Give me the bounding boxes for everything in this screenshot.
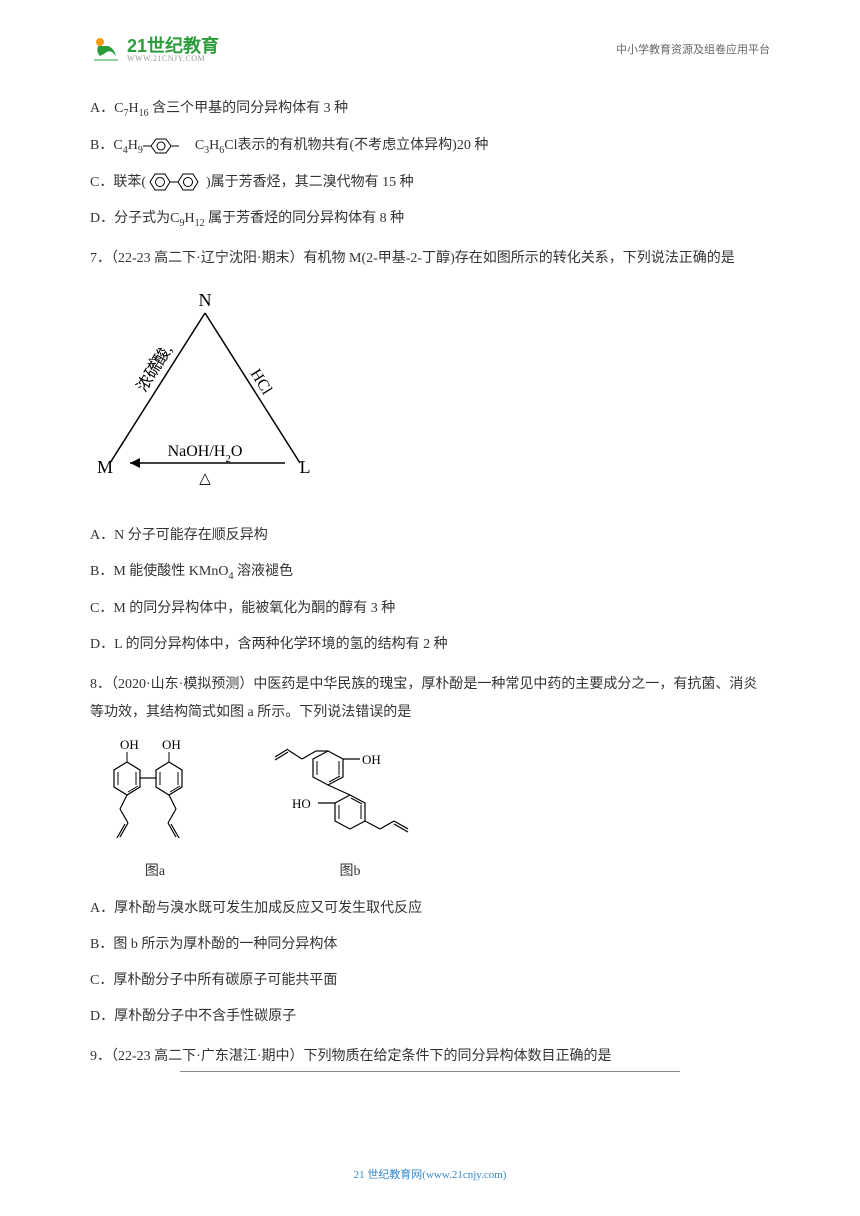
q-source: （22-23 高二下·广东湛江·期中）	[111, 1049, 304, 1064]
q8-option-b: B．图 b 所示为厚朴酚的一种同分异构体	[90, 931, 770, 959]
q-number: 8．	[90, 677, 111, 692]
option-pre: 分子式为	[114, 211, 170, 226]
option-pre: 联苯(	[113, 175, 146, 190]
formula-cl: Cl	[224, 138, 237, 153]
q7-option-b: B．M 能使酸性 KMnO4 溶液褪色	[90, 558, 770, 587]
option-text: 图 b 所示为厚朴酚的一种同分异构体	[113, 937, 337, 952]
option-label: A．	[90, 901, 114, 916]
header-right-text: 中小学教育资源及组卷应用平台	[616, 40, 770, 61]
q9-stem: 9．（22-23 高二下·广东湛江·期中）下列物质在给定条件下的同分异构体数目正…	[90, 1043, 770, 1071]
q7-option-d: D．L 的同分异构体中，含两种化学环境的氢的结构有 2 种	[90, 631, 770, 659]
q6-option-b: B．C4H9C3H6Cl表示的有机物共有(不考虑立体异构)20 种	[90, 132, 770, 161]
option-post: 溶液褪色	[237, 564, 293, 579]
option-pre: M 能使酸性	[113, 564, 185, 579]
logo-icon	[90, 34, 122, 66]
svg-text:OH: OH	[120, 737, 139, 752]
benzene-icon	[143, 136, 195, 156]
option-text: M 的同分异构体中，能被氧化为酮的醇有 3 种	[113, 601, 395, 616]
option-label: C．	[90, 601, 113, 616]
formula-sub: 4	[228, 571, 233, 582]
svg-text:OH: OH	[162, 737, 181, 752]
logo-text: 21世纪教育 WWW.21CNJY.COM	[127, 37, 219, 63]
biphenyl-icon	[146, 171, 206, 193]
option-label: D．	[90, 211, 114, 226]
q-number: 7．	[90, 251, 111, 266]
q6-option-c: C．联苯( )属于芳香烃，其二溴代物有 15 种	[90, 169, 770, 197]
formula-suffix-h: H	[209, 138, 219, 153]
molecule-b-caption: 图b	[340, 859, 361, 886]
formula-sub: 12	[195, 217, 205, 228]
molecule-a: OH OH	[90, 737, 220, 886]
formula-sub: 16	[139, 108, 149, 119]
page-header: 21世纪教育 WWW.21CNJY.COM 中小学教育资源及组卷应用平台	[90, 30, 770, 70]
option-text: 厚朴酚分子中所有碳原子可能共平面	[113, 973, 337, 988]
q7-option-a: A．N 分子可能存在顺反异构	[90, 522, 770, 550]
formula-suffix-c: C	[195, 138, 204, 153]
molecule-a-svg: OH OH	[90, 737, 220, 857]
molecule-b-svg: OH HO	[260, 737, 440, 857]
molecule-a-caption: 图a	[145, 859, 165, 886]
q7-stem: 7．（22-23 高二下·辽宁沈阳·期末）有机物 M(2-甲基-2-丁醇)存在如…	[90, 245, 770, 273]
option-label: A．	[90, 101, 114, 116]
q6-option-a: A．C7H16 含三个甲基的同分异构体有 3 种	[90, 95, 770, 124]
option-label: B．	[90, 138, 113, 153]
option-label: D．	[90, 637, 114, 652]
footer-area: 21 世纪教育网(www.21cnjy.com)	[90, 1071, 770, 1072]
logo-sub-text: WWW.21CNJY.COM	[127, 55, 219, 63]
q8-stem: 8．（2020·山东·模拟预测）中医药是中华民族的瑰宝，厚朴酚是一种常见中药的主…	[90, 671, 770, 727]
svg-text:OH: OH	[362, 752, 381, 767]
svg-text:N: N	[199, 290, 212, 310]
option-post: )属于芳香烃，其二溴代物有 15 种	[206, 175, 414, 190]
option-text: 表示的有机物共有(不考虑立体异构)20 种	[238, 138, 489, 153]
option-label: C．	[90, 973, 113, 988]
content-area: A．C7H16 含三个甲基的同分异构体有 3 种 B．C4H9C3H6Cl表示的…	[90, 95, 770, 1071]
option-text: 属于芳香烃的同分异构体有 8 种	[208, 211, 404, 226]
formula-h: H	[184, 211, 194, 226]
option-text: 厚朴酚与溴水既可发生加成反应又可发生取代反应	[114, 901, 422, 916]
footer-text: 21 世纪教育网(www.21cnjy.com)	[0, 1165, 860, 1186]
q-source: （2020·山东·模拟预测）	[111, 677, 253, 692]
q6-option-d: D．分子式为C9H12 属于芳香烃的同分异构体有 8 种	[90, 205, 770, 234]
option-text: 厚朴酚分子中不含手性碳原子	[114, 1009, 296, 1024]
option-text: N 分子可能存在顺反异构	[114, 528, 268, 543]
logo-main-text: 21世纪教育	[127, 37, 219, 55]
svg-text:△: △	[199, 471, 211, 487]
svg-text:M: M	[97, 457, 113, 477]
svg-text:NaOH/H2O: NaOH/H2O	[168, 443, 243, 465]
option-label: C．	[90, 175, 113, 190]
svg-text:HCl: HCl	[247, 367, 276, 399]
svg-text:L: L	[300, 457, 311, 477]
formula-h: H	[128, 101, 138, 116]
q-text: 下列物质在给定条件下的同分异构体数目正确的是	[304, 1049, 612, 1064]
option-text: L 的同分异构体中，含两种化学环境的氢的结构有 2 种	[114, 637, 448, 652]
formula-c: C	[113, 138, 122, 153]
option-label: D．	[90, 1009, 114, 1024]
triangle-diagram: N M L 浓硫酸, △ HCl NaOH/H2O △	[90, 288, 320, 488]
svg-text:HO: HO	[292, 796, 311, 811]
option-label: B．	[90, 564, 113, 579]
formula-h: H	[128, 138, 138, 153]
q-number: 9．	[90, 1049, 111, 1064]
q8-option-d: D．厚朴酚分子中不含手性碳原子	[90, 1003, 770, 1031]
option-text: 含三个甲基的同分异构体有 3 种	[152, 101, 348, 116]
molecule-b: OH HO 图b	[260, 737, 440, 886]
option-label: B．	[90, 937, 113, 952]
molecule-row: OH OH	[90, 737, 770, 886]
option-label: A．	[90, 528, 114, 543]
q-text: 有机物 M(2-甲基-2-丁醇)存在如图所示的转化关系，下列说法正确的是	[304, 251, 735, 266]
q-source: （22-23 高二下·辽宁沈阳·期末）	[111, 251, 304, 266]
footer-line	[180, 1071, 680, 1072]
formula-kmno: KMnO	[189, 564, 229, 579]
q7-option-c: C．M 的同分异构体中，能被氧化为酮的醇有 3 种	[90, 595, 770, 623]
q8-option-c: C．厚朴酚分子中所有碳原子可能共平面	[90, 967, 770, 995]
logo-area: 21世纪教育 WWW.21CNJY.COM	[90, 34, 219, 66]
q8-option-a: A．厚朴酚与溴水既可发生加成反应又可发生取代反应	[90, 895, 770, 923]
